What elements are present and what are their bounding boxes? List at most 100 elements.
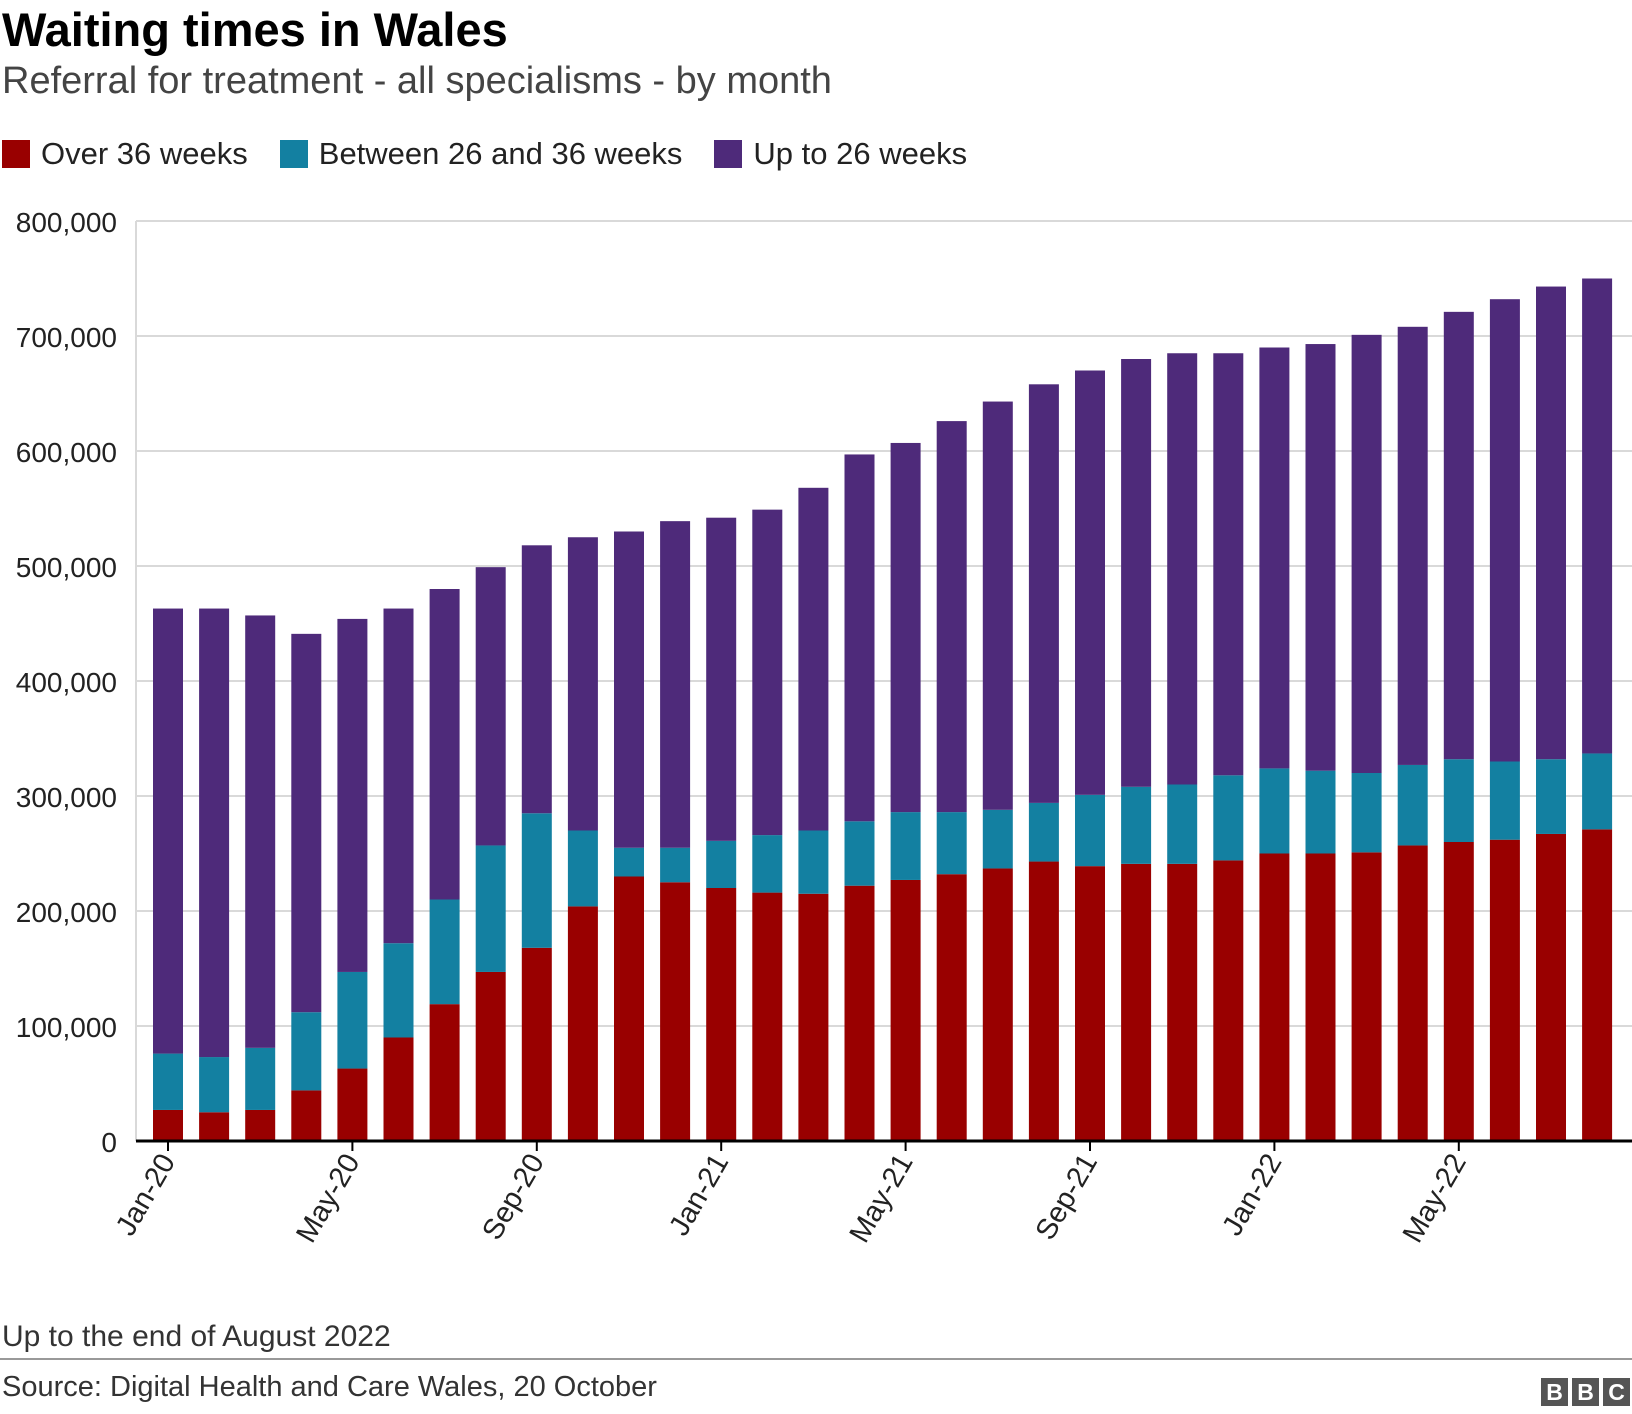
- x-tick-label: Jan-20: [110, 1149, 182, 1242]
- bar-over-36-weeks: [614, 876, 644, 1141]
- bar-up-to-26-weeks: [521, 545, 552, 814]
- chart-title: Waiting times in Wales: [2, 3, 508, 56]
- bar-over-36-weeks: [1397, 845, 1428, 1141]
- x-axis: [136, 1139, 1632, 1151]
- y-tick-label: 400,000: [16, 667, 117, 698]
- bbc-logo-letter: B: [1541, 1378, 1568, 1406]
- x-tick-label: May-22: [1397, 1149, 1473, 1249]
- bar-up-to-26-weeks: [153, 608, 183, 1054]
- y-tick-label: 800,000: [16, 207, 117, 238]
- y-axis-tick-labels: 0 100,000 200,000 300,000 400,000 500,000 600,…: [16, 207, 117, 1158]
- bar-between-26-and-36-weeks: [521, 813, 552, 948]
- bar-stack: [199, 608, 230, 1141]
- bar-stack: [153, 608, 183, 1141]
- bbc-logo: B B C: [1537, 1378, 1630, 1406]
- bar-stack: [245, 615, 276, 1141]
- bar-between-26-and-36-weeks: [1167, 784, 1198, 864]
- legend-swatch-between-26-36: [279, 140, 308, 168]
- bar-over-36-weeks: [337, 1068, 368, 1141]
- bar-up-to-26-weeks: [383, 608, 414, 944]
- bar-over-36-weeks: [1167, 863, 1198, 1141]
- y-tick-label: 500,000: [16, 552, 117, 583]
- x-tick-label: Jan-21: [663, 1149, 735, 1242]
- bar-stack: [1489, 299, 1520, 1141]
- y-tick-label: 600,000: [16, 437, 117, 468]
- bar-up-to-26-weeks: [1028, 384, 1059, 803]
- bar-between-26-and-36-weeks: [890, 812, 921, 880]
- x-tick-label: Sep-21: [1030, 1149, 1104, 1246]
- bbc-logo-letter: B: [1572, 1378, 1599, 1406]
- bar-stack: [429, 589, 460, 1141]
- bar-over-36-weeks: [1259, 853, 1290, 1141]
- bar-stack: [1075, 370, 1105, 1141]
- bar-between-26-and-36-weeks: [1489, 761, 1520, 840]
- bar-over-36-weeks: [706, 888, 737, 1141]
- bar-up-to-26-weeks: [199, 608, 230, 1058]
- bar-over-36-weeks: [383, 1037, 414, 1141]
- bar-stack: [660, 521, 691, 1141]
- bar-stack: [890, 442, 921, 1141]
- bar-between-26-and-36-weeks: [245, 1047, 276, 1110]
- bar-over-36-weeks: [1443, 842, 1474, 1141]
- y-tick-label: 0: [101, 1127, 117, 1158]
- bar-stack: [1167, 353, 1198, 1141]
- bars: [153, 278, 1613, 1141]
- bar-between-26-and-36-weeks: [844, 821, 875, 886]
- bar-up-to-26-weeks: [1351, 334, 1382, 773]
- x-axis-tick-labels: Jan-20 May-20 Sep-20 Jan-21 May-21 Sep-21 Jan-…: [110, 1149, 1473, 1249]
- bar-between-26-and-36-weeks: [1028, 802, 1059, 862]
- bar-over-36-weeks: [1028, 861, 1059, 1141]
- bar-up-to-26-weeks: [936, 421, 967, 813]
- legend-label-between-26-36: Between 26 and 36 weeks: [318, 136, 683, 171]
- bar-up-to-26-weeks: [660, 521, 691, 848]
- bar-stack: [1305, 344, 1336, 1141]
- footnote: Up to the end of August 2022: [2, 1320, 391, 1353]
- bar-between-26-and-36-weeks: [475, 845, 506, 972]
- bar-stack: [337, 618, 368, 1141]
- bar-over-36-weeks: [245, 1109, 276, 1141]
- bar-up-to-26-weeks: [1213, 353, 1244, 776]
- bar-up-to-26-weeks: [706, 517, 737, 841]
- legend-label-up-to-26: Up to 26 weeks: [753, 136, 968, 171]
- bar-stack: [1582, 278, 1613, 1141]
- bar-over-36-weeks: [660, 882, 691, 1141]
- bar-up-to-26-weeks: [475, 567, 506, 846]
- bar-between-26-and-36-weeks: [1075, 794, 1105, 867]
- bar-over-36-weeks: [1121, 863, 1152, 1141]
- bar-up-to-26-weeks: [1582, 278, 1613, 754]
- bar-up-to-26-weeks: [1121, 359, 1152, 787]
- bar-between-26-and-36-weeks: [614, 847, 644, 877]
- bar-stack: [1351, 334, 1382, 1141]
- bar-up-to-26-weeks: [291, 633, 322, 1013]
- bar-stack: [1259, 347, 1290, 1141]
- bar-over-36-weeks: [1582, 829, 1613, 1141]
- legend-swatch-up-to-26: [714, 140, 743, 168]
- bar-stack: [1028, 384, 1059, 1141]
- bar-between-26-and-36-weeks: [1351, 773, 1382, 853]
- x-tick-label: Sep-20: [476, 1149, 550, 1246]
- legend-swatch-over-36: [2, 140, 30, 168]
- bar-stack: [1443, 311, 1474, 1141]
- source-text: Source: Digital Health and Care Wales, 2…: [2, 1371, 657, 1403]
- bar-stack: [752, 509, 783, 1141]
- bar-over-36-weeks: [1075, 866, 1105, 1141]
- bar-up-to-26-weeks: [890, 442, 921, 813]
- bar-over-36-weeks: [475, 971, 506, 1141]
- bar-stack: [291, 633, 322, 1141]
- bar-between-26-and-36-weeks: [429, 899, 460, 1005]
- bar-over-36-weeks: [1536, 833, 1566, 1141]
- bar-up-to-26-weeks: [1397, 326, 1428, 765]
- bar-between-26-and-36-weeks: [1305, 770, 1336, 854]
- bar-stack: [475, 567, 506, 1141]
- bar-over-36-weeks: [936, 874, 967, 1141]
- bar-up-to-26-weeks: [752, 509, 783, 836]
- bar-between-26-and-36-weeks: [567, 830, 598, 907]
- y-tick-label: 300,000: [16, 782, 117, 813]
- bar-between-26-and-36-weeks: [706, 840, 737, 888]
- bar-over-36-weeks: [1489, 839, 1520, 1141]
- bar-between-26-and-36-weeks: [1536, 759, 1566, 834]
- bar-between-26-and-36-weeks: [383, 943, 414, 1038]
- bar-over-36-weeks: [1305, 853, 1336, 1141]
- bar-up-to-26-weeks: [844, 454, 875, 822]
- bar-stack: [982, 401, 1013, 1141]
